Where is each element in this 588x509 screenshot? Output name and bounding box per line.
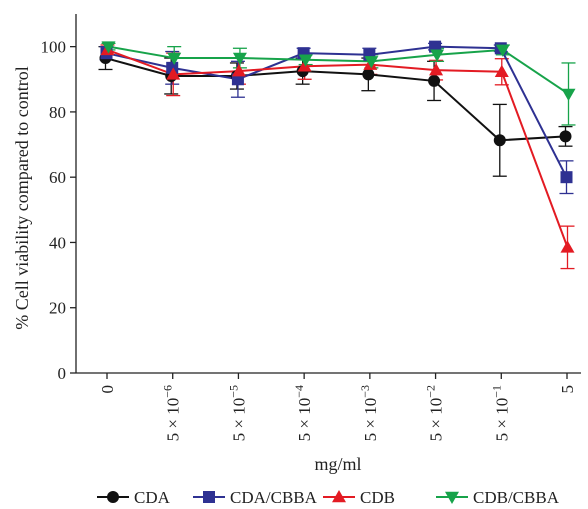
legend-marker-cda <box>107 491 119 503</box>
series-line-cdb <box>107 48 569 248</box>
y-axis-title: % Cell viability compared to control <box>12 66 32 329</box>
x-tick-label-coefficient: 5 × <box>295 415 314 442</box>
axes <box>75 14 581 374</box>
x-tick-label-base: 10 <box>427 398 446 415</box>
y-tick-label: 0 <box>58 364 67 383</box>
data-point-cdb-cbba <box>298 54 313 67</box>
legend-marker-cdb <box>332 490 346 503</box>
y-tick-label: 40 <box>49 233 66 252</box>
data-point-cda-cbba <box>166 61 179 74</box>
series-line-cdb-cbba <box>108 45 570 95</box>
data-point-cdb-cbba <box>495 44 510 57</box>
x-tick-label: 5 × 10−1 <box>489 385 511 441</box>
legend-marker-cda-cbba <box>203 491 215 503</box>
x-tick-label-base: 10 <box>295 398 314 415</box>
legend-marker-cdb-cbba <box>445 491 459 504</box>
x-axis-title: mg/ml <box>314 454 361 474</box>
data-point-cdb-cbba <box>232 52 247 66</box>
data-point-cdb-cbba <box>430 49 445 62</box>
series-markers <box>99 40 576 253</box>
x-tick-label-base: 10 <box>492 398 511 415</box>
legend-label-cdb: CDB <box>360 488 395 507</box>
x-ticks: 05 × 10−65 × 10−55 × 10−45 × 10−35 × 10−… <box>98 373 577 441</box>
x-tick-label-base: 10 <box>164 398 183 415</box>
x-tick-label: 5 × 10−6 <box>161 385 183 441</box>
x-tick-label-coefficient: 5 × <box>164 415 183 442</box>
data-point-cdb <box>166 67 181 80</box>
data-point-cdb <box>494 64 509 78</box>
data-point-cdb-cbba <box>167 52 182 66</box>
x-tick-label-coefficient: 5 × <box>427 415 446 442</box>
y-tick-label: 80 <box>49 103 66 122</box>
series-lines <box>105 45 570 248</box>
x-tick-label-exponent: −1 <box>489 385 503 398</box>
x-tick-label-coefficient: 5 × <box>361 415 380 442</box>
data-point-cdb-cbba <box>561 88 576 101</box>
x-tick-label: 5 <box>558 385 577 394</box>
y-ticks: 0 20 40 60 80 100 <box>41 38 76 383</box>
legend: CDA CDA/CBBA CDB CDB/CBBA <box>97 488 560 507</box>
x-tick-label: 5 × 10−5 <box>226 385 248 441</box>
x-tick-label-coefficient: 5 × <box>492 415 511 442</box>
y-tick-label: 20 <box>49 299 66 318</box>
data-point-cdb <box>231 64 246 77</box>
x-tick-label-exponent: −3 <box>358 385 372 398</box>
x-tick-label-coefficient: 5 × <box>229 415 248 442</box>
x-tick-label-exponent: −2 <box>424 385 438 398</box>
data-point-cda <box>428 74 441 87</box>
series-line-cda <box>105 57 566 142</box>
y-tick-label: 100 <box>41 38 67 57</box>
x-tick-label-base: 10 <box>229 398 248 415</box>
x-tick-label: 0 <box>98 385 117 394</box>
x-tick-label: 5 × 10−3 <box>358 385 380 441</box>
y-tick-label: 60 <box>49 168 66 187</box>
data-point-cda <box>493 134 506 147</box>
legend-label-cda: CDA <box>134 488 171 507</box>
x-tick-label: 5 × 10−4 <box>292 385 314 441</box>
data-point-cdb-cbba <box>364 56 379 69</box>
x-tick-label: 5 × 10−2 <box>424 385 446 441</box>
x-tick-label-exponent: −6 <box>161 385 175 398</box>
data-point-cda <box>362 68 375 81</box>
data-point-cdb-cbba <box>101 41 116 54</box>
data-point-cdb <box>297 59 312 72</box>
x-tick-label-base: 10 <box>361 398 380 415</box>
legend-label-cdb-cbba: CDB/CBBA <box>473 488 560 507</box>
data-point-cda <box>559 130 572 143</box>
x-tick-label-exponent: −4 <box>292 385 306 398</box>
data-point-cdb <box>429 63 444 76</box>
series-line-cda-cbba <box>106 45 568 178</box>
data-point-cda-cbba <box>560 171 573 184</box>
x-tick-label-exponent: −5 <box>226 385 240 398</box>
data-point-cdb <box>560 240 575 253</box>
legend-label-cda-cbba: CDA/CBBA <box>230 488 318 507</box>
